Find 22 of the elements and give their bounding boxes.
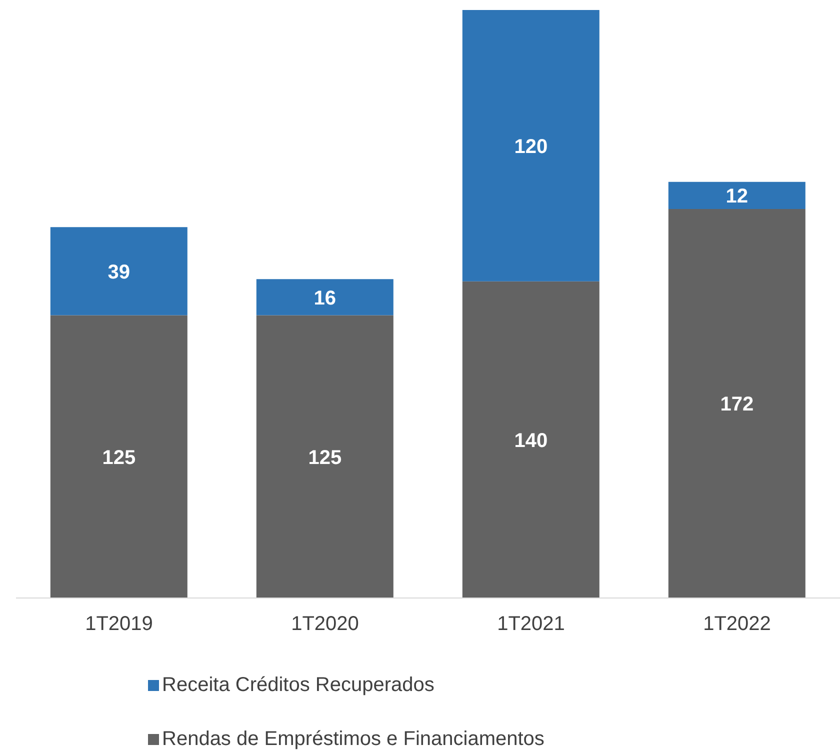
data-label: 120 (514, 136, 548, 158)
data-label: 39 (108, 261, 130, 284)
x-tick-label: 1T2022 (703, 613, 771, 636)
x-tick-label: 1T2021 (497, 613, 565, 636)
data-label: 16 (314, 287, 336, 310)
bar (462, 281, 600, 598)
bar (256, 279, 394, 316)
data-label: 125 (102, 446, 136, 469)
bar (668, 209, 806, 598)
bar (50, 227, 188, 316)
legend-label: Rendas de Empréstimos e Financiamentos (162, 728, 544, 751)
data-label: 172 (720, 394, 754, 416)
data-label: 125 (308, 446, 342, 469)
legend-label: Receita Créditos Recuperados (162, 674, 434, 697)
x-tick-label: 1T2020 (291, 613, 359, 636)
bar (256, 315, 394, 598)
x-tick-label: 1T2019 (85, 613, 153, 636)
bar (50, 315, 188, 598)
bar (668, 182, 806, 210)
bar (462, 10, 600, 282)
data-label: 12 (726, 186, 748, 208)
data-label: 140 (514, 430, 548, 452)
